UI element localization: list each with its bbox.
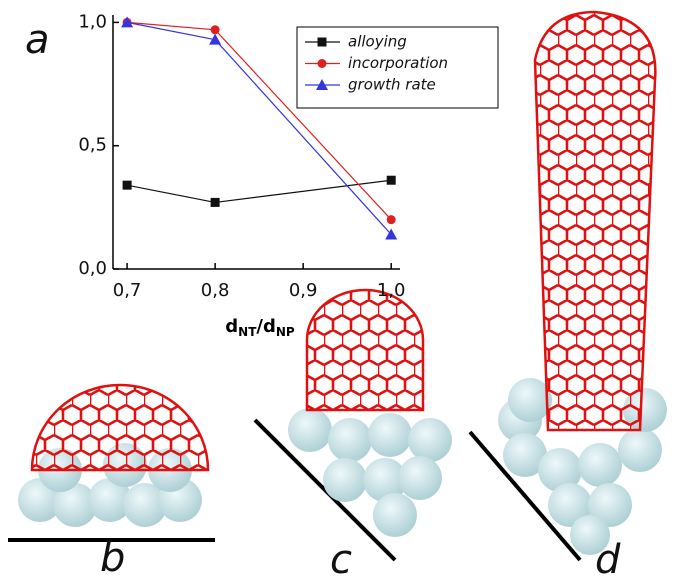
marker xyxy=(211,25,220,34)
x-tick-label: 0,7 xyxy=(113,280,142,301)
legend: alloying incorporation growth rate xyxy=(297,27,498,108)
x-tick-label: 1,0 xyxy=(377,280,406,301)
x-axis-label-part: /d xyxy=(256,316,275,337)
x-axis-label: dNT/dNP xyxy=(225,316,295,339)
y-tick-label: 1,0 xyxy=(78,11,107,32)
particle-c xyxy=(288,290,452,537)
particle-b xyxy=(18,385,208,527)
panel-label: a xyxy=(25,17,50,63)
panel-label: d xyxy=(595,537,621,581)
x-tick-label: 0,8 xyxy=(201,280,230,301)
marker xyxy=(318,59,327,68)
panel-label: b xyxy=(100,535,125,581)
marker xyxy=(387,176,396,185)
legend-label: alloying xyxy=(348,33,407,51)
marker xyxy=(211,198,220,207)
legend-label: incorporation xyxy=(348,54,448,72)
x-tick-label: 0,9 xyxy=(289,280,318,301)
x-axis-label-part: NT xyxy=(238,325,257,339)
marker xyxy=(123,181,132,190)
y-tick-label: 0,5 xyxy=(78,135,107,156)
y-tick-label: 0,0 xyxy=(78,258,107,279)
x-axis-label-part: d xyxy=(225,316,238,337)
marker xyxy=(318,38,327,47)
panel-label: c xyxy=(330,537,352,581)
legend-label: growth rate xyxy=(348,76,436,94)
figure: 0,00,51,00,70,80,91,0dNT/dNPalloyinginco… xyxy=(0,0,675,581)
chart: 0,0 0,5 1,0 0,7 0,8 0,9 1,0 dNT/dNP alloying inco… xyxy=(78,11,498,338)
particle-d xyxy=(498,12,667,555)
marker xyxy=(387,215,396,224)
x-axis-label-part: NP xyxy=(276,325,295,339)
